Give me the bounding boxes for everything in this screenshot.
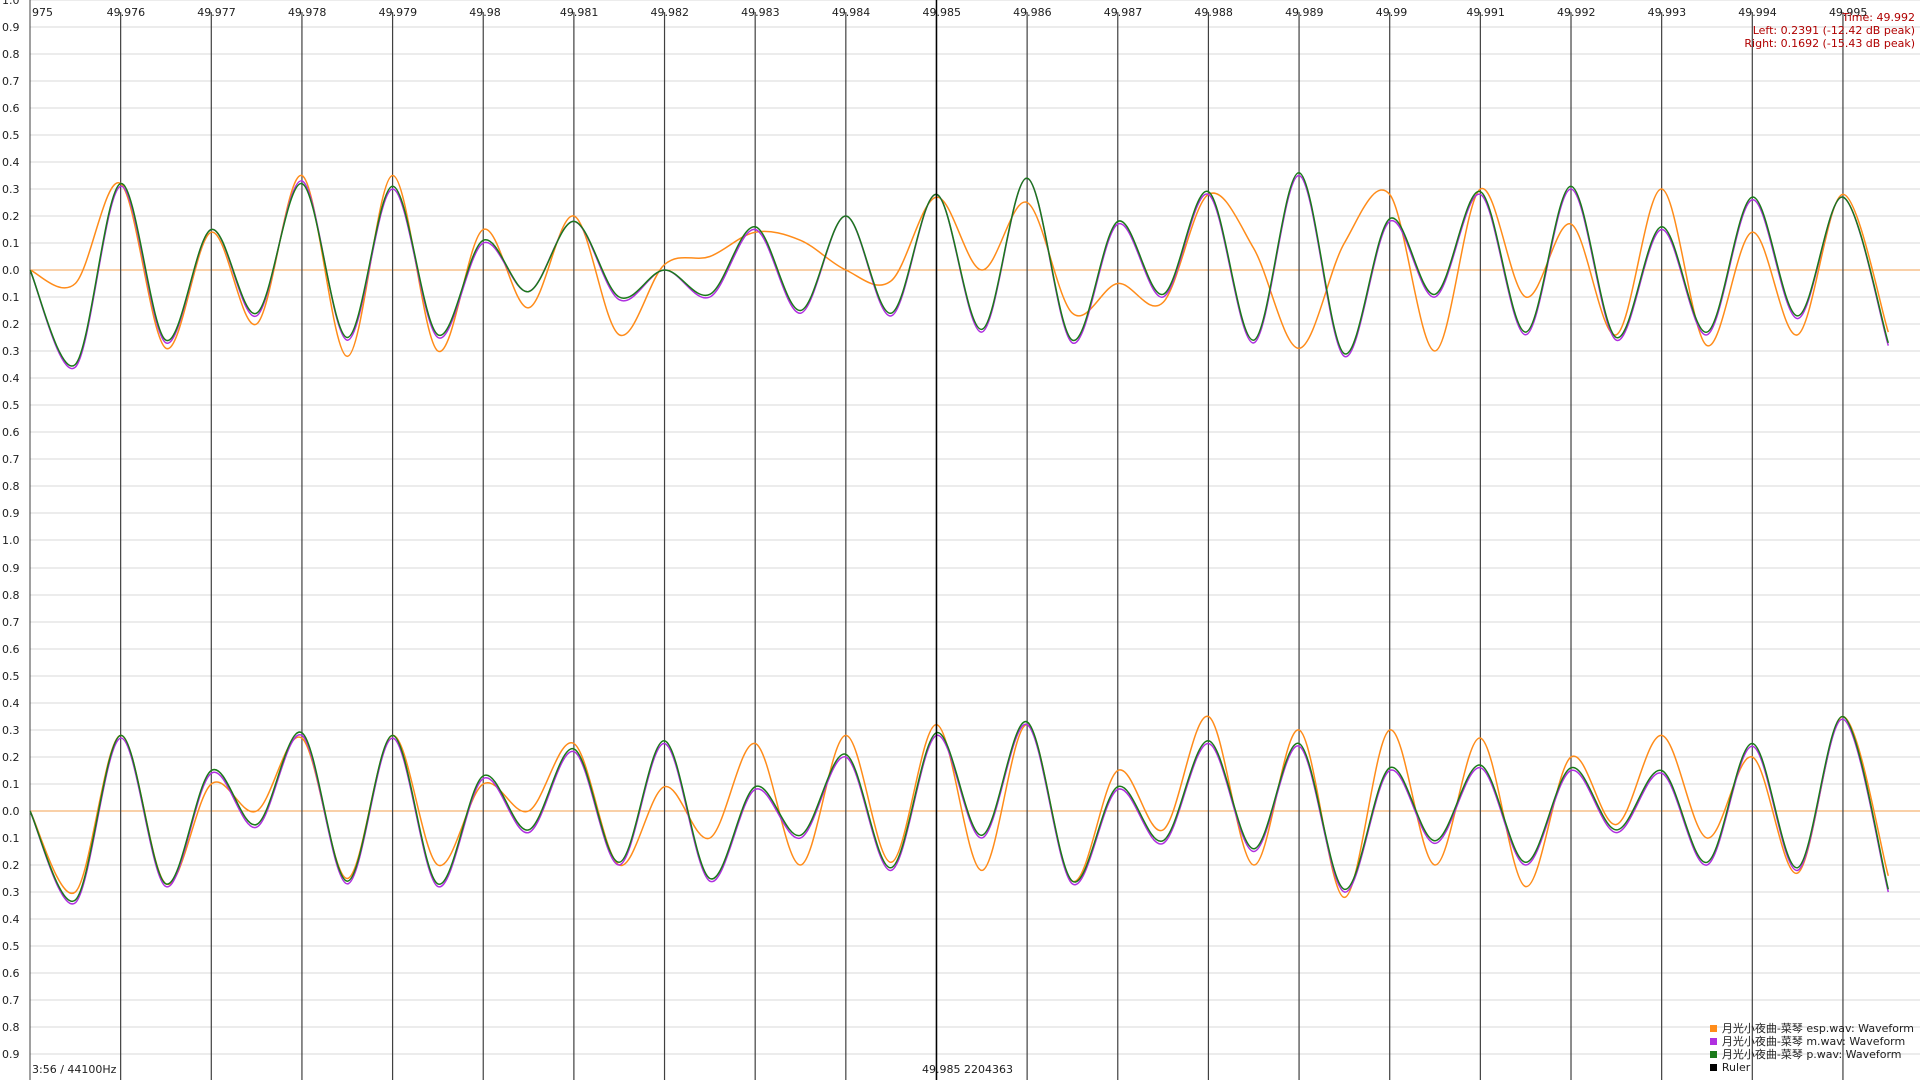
y-tick-label-top: 0.8 [2, 48, 20, 61]
y-tick-label-bottom: 0.3 [2, 886, 20, 899]
x-tick-label: 49.994 [1738, 6, 1777, 19]
y-tick-label-top: 0.6 [2, 102, 20, 115]
time-gridlines [120, 12, 1844, 1080]
x-tick-label: 49.977 [197, 6, 236, 19]
x-tick-label: 49.984 [832, 6, 871, 19]
y-tick-label-bottom: 0.7 [2, 616, 20, 629]
y-tick-label-bottom: 0.1 [2, 832, 20, 845]
left-waveform-p [29, 172, 1890, 367]
y-tick-label-bottom: 0.1 [2, 778, 20, 791]
legend-swatch-ruler [1709, 1064, 1717, 1071]
legend-label-ruler: Ruler [1721, 1061, 1751, 1074]
left-waveform-m [29, 174, 1890, 370]
y-tick-label-bottom: 0.9 [2, 562, 20, 575]
x-tick-label: 49.981 [560, 6, 599, 19]
x-tick-label: 49.986 [1013, 6, 1052, 19]
legend-item-m[interactable]: 月光小夜曲-菜琴 m.wav: Waveform [1709, 1035, 1914, 1048]
y-tick-label-top: 0.1 [2, 291, 20, 304]
legend-swatch-esp [1709, 1025, 1717, 1032]
x-tick-label: 49.993 [1648, 6, 1687, 19]
x-tick-label: 49.991 [1466, 6, 1505, 19]
legend-label-p: 月光小夜曲-菜琴 p.wav: Waveform [1721, 1048, 1902, 1061]
waveforms [29, 172, 1890, 905]
legend-item-p[interactable]: 月光小夜曲-菜琴 p.wav: Waveform [1709, 1048, 1914, 1061]
legend: 月光小夜曲-菜琴 esp.wav: Waveform 月光小夜曲-菜琴 m.wa… [1709, 1022, 1914, 1074]
right-waveform-p [29, 715, 1890, 903]
cursor-time-readout: Time: 49.992 [1842, 11, 1915, 24]
y-tick-label-top: 0.2 [2, 318, 20, 331]
x-tick-label: 49.992 [1557, 6, 1596, 19]
y-tick-label-bottom: 0.5 [2, 940, 20, 953]
x-tick-label: 49.995 [1829, 6, 1868, 19]
y-tick-label-bottom: 0.9 [2, 1048, 20, 1061]
y-tick-label-bottom: 0.3 [2, 724, 20, 737]
gridlines [29, 0, 1920, 1080]
x-tick-label: 49.985 [922, 6, 961, 19]
y-tick-label-bottom: 0.2 [2, 751, 20, 764]
x-tick-label: 49.98 [469, 6, 501, 19]
y-tick-label-top: 0.2 [2, 210, 20, 223]
cursor-position-status: 49.985 2204363 [922, 1063, 1013, 1076]
y-tick-label-bottom: 0.0 [2, 805, 20, 818]
duration-samplerate-status: 3:56 / 44100Hz [32, 1063, 117, 1076]
x-tick-label: 49.979 [379, 6, 418, 19]
y-tick-label-bottom: 0.4 [2, 913, 20, 926]
y-tick-label-bottom: 0.6 [2, 643, 20, 656]
legend-item-esp[interactable]: 月光小夜曲-菜琴 esp.wav: Waveform [1709, 1022, 1914, 1035]
y-tick-label-bottom: 0.5 [2, 670, 20, 683]
right-channel-readout: Right: 0.1692 (-15.43 dB peak) [1744, 37, 1915, 50]
legend-label-m: 月光小夜曲-菜琴 m.wav: Waveform [1721, 1035, 1906, 1048]
x-tick-label: 49.989 [1285, 6, 1324, 19]
y-tick-label-top: 1.0 [2, 0, 20, 7]
y-tick-label-bottom: 0.6 [2, 967, 20, 980]
legend-item-ruler[interactable]: Ruler [1709, 1061, 1914, 1074]
y-tick-label-bottom: 0.7 [2, 994, 20, 1007]
x-tick-label: 49.982 [651, 6, 690, 19]
right-waveform-esp [29, 715, 1890, 899]
y-tick-label-top: 0.9 [2, 21, 20, 34]
y-tick-label-top: 0.4 [2, 372, 20, 385]
y-tick-label-top: 0.8 [2, 480, 20, 493]
x-tick-label: 49.99 [1376, 6, 1408, 19]
y-tick-label-top: 0.7 [2, 453, 20, 466]
y-tick-label-top: 0.5 [2, 399, 20, 412]
y-tick-label-top: 0.3 [2, 345, 20, 358]
y-tick-label-top: 0.6 [2, 426, 20, 439]
x-tick-label: 975 [32, 6, 53, 19]
x-tick-label: 49.987 [1104, 6, 1143, 19]
legend-swatch-p [1709, 1051, 1717, 1058]
y-tick-label-bottom: 0.4 [2, 697, 20, 710]
y-tick-label-top: 0.9 [2, 507, 20, 520]
cursor-info-panel: Time: 49.992 Left: 0.2391 (-12.42 dB pea… [1744, 11, 1915, 50]
y-tick-label-top: 0.1 [2, 237, 20, 250]
legend-swatch-m [1709, 1038, 1717, 1045]
x-tick-label: 49.976 [107, 6, 146, 19]
x-tick-label: 49.983 [741, 6, 780, 19]
x-tick-label: 49.978 [288, 6, 327, 19]
y-tick-label-top: 0.5 [2, 129, 20, 142]
y-tick-label-bottom: 0.8 [2, 1021, 20, 1034]
y-tick-label-top: 0.4 [2, 156, 20, 169]
y-tick-label-bottom: 0.8 [2, 589, 20, 602]
y-tick-label-top: 0.0 [2, 264, 20, 277]
y-tick-label-bottom: 0.2 [2, 859, 20, 872]
legend-label-esp: 月光小夜曲-菜琴 esp.wav: Waveform [1721, 1022, 1914, 1035]
y-tick-label-top: 0.3 [2, 183, 20, 196]
x-tick-label: 49.988 [1194, 6, 1233, 19]
y-tick-label-top: 0.7 [2, 75, 20, 88]
left-channel-readout: Left: 0.2391 (-12.42 dB peak) [1752, 24, 1915, 37]
y-tick-label-top: 1.0 [2, 534, 20, 547]
